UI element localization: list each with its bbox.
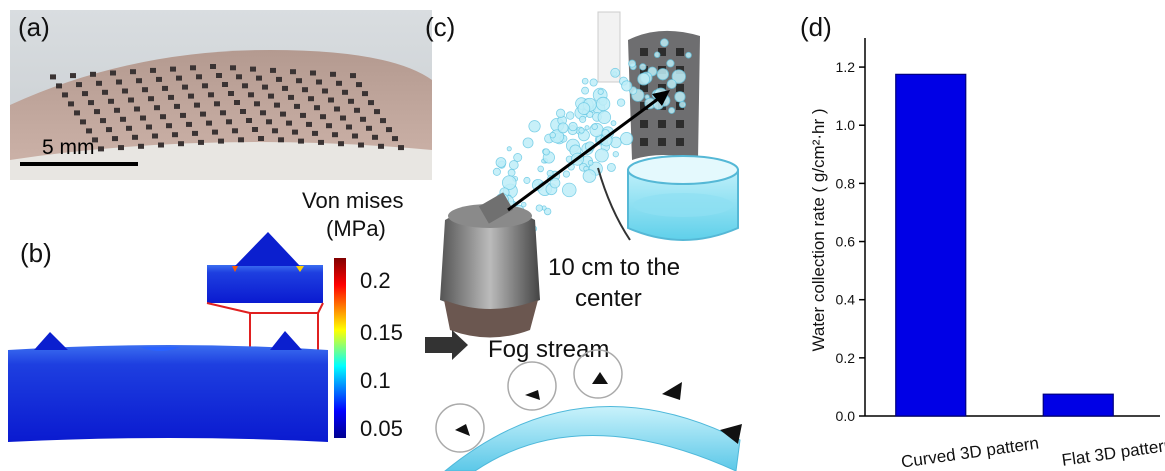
scale-bar-label: 5 mm	[42, 136, 95, 159]
colorbar-tick-1: 0.2	[360, 268, 391, 293]
panel-label-a: (a)	[18, 12, 50, 42]
fog-stream-label: Fog stream	[488, 336, 609, 363]
substrate-cones	[455, 372, 742, 444]
colorbar-tick-4: 0.05	[360, 416, 403, 441]
fog-stream-arrow	[425, 330, 468, 360]
distance-label-1: 10 cm to the	[548, 254, 680, 281]
y-axis-label: Water collection rate ( g/cm²·hr )	[809, 108, 828, 351]
panel-label-d: (d)	[800, 12, 832, 42]
fog-nozzle	[440, 192, 540, 338]
curved-plate	[8, 345, 328, 442]
water-collection-chart: 0.0 0.2 0.4 0.6 0.8 1.0 1.2 Curved 3D pattern F…	[809, 38, 1165, 471]
x-tick-label-2: Flat 3D pattern	[1060, 435, 1165, 469]
bar-2	[1042, 393, 1114, 417]
colorbar	[334, 258, 346, 438]
curved-substrate	[444, 405, 741, 471]
colorbar-title-2: (MPa)	[326, 216, 386, 241]
y-tick-label: 0.6	[836, 234, 856, 250]
stress-simulation: Von mises (MPa) 0.2 0.15 0.1 0.05	[8, 190, 404, 442]
panel-label-c: (c)	[425, 12, 456, 42]
x-tick-label-1: Curved 3D pattern	[900, 433, 1040, 471]
inset-plate	[207, 265, 323, 303]
colorbar-tick-2: 0.15	[360, 320, 403, 345]
distance-label-2: center	[575, 285, 642, 312]
sample-photo: 5 mm	[10, 10, 432, 180]
bar-1	[895, 73, 967, 417]
y-tick-label: 0.2	[836, 350, 856, 366]
y-tick-label: 0.8	[836, 175, 856, 191]
panel-label-b: (b)	[20, 238, 52, 268]
droplet-circles	[435, 349, 623, 453]
colorbar-title-1: Von mises	[302, 190, 404, 213]
pattern-holes	[50, 64, 404, 152]
y-tick-label: 1.2	[836, 59, 856, 75]
y-tick-label: 1.0	[836, 117, 856, 133]
fog-setup-illustration: 10 cm to the center Fog stream	[425, 11, 742, 471]
water-container	[627, 155, 739, 241]
scale-bar	[20, 162, 138, 166]
y-tick-label: 0.0	[836, 408, 856, 424]
distance-arrow	[507, 94, 663, 212]
inset-cone	[235, 232, 300, 266]
colorbar-tick-3: 0.1	[360, 368, 391, 393]
y-tick-label: 0.4	[836, 292, 856, 308]
